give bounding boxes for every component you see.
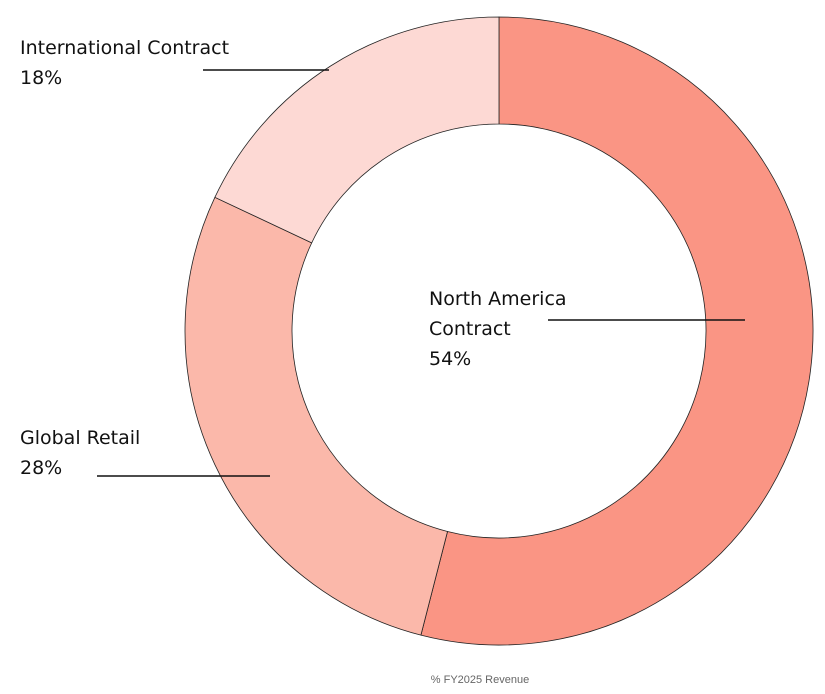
donut-segment — [420, 16, 814, 646]
value-label: 54% — [429, 348, 472, 370]
data-label: Global Retail 28% — [20, 423, 220, 483]
data-label: International Contract 18% — [20, 33, 320, 93]
donut-segment — [184, 196, 449, 636]
value-label: 28% — [20, 457, 63, 479]
donut-segment — [214, 16, 500, 244]
data-label: North America Contract 54% — [429, 284, 589, 374]
caption: % FY2025 Revenue — [430, 674, 530, 686]
category-label: Global Retail — [20, 427, 141, 449]
value-label: 18% — [20, 67, 63, 89]
category-label: International Contract — [20, 37, 230, 59]
category-label: North America Contract — [429, 288, 567, 340]
